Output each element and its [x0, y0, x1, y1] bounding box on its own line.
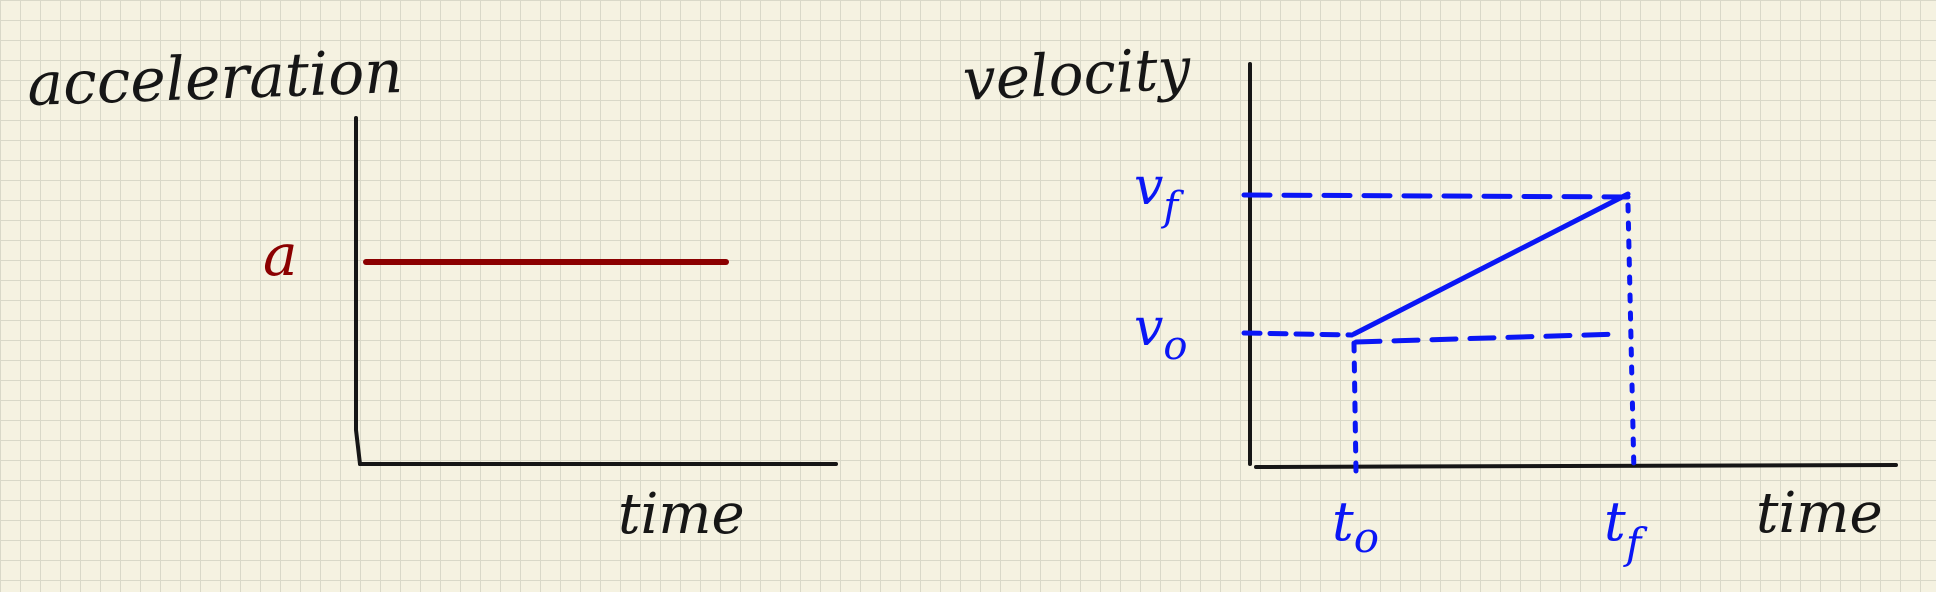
v-initial-subscript: o — [1163, 323, 1187, 369]
v-final-dashed-guide — [1241, 192, 1631, 200]
acceleration-graph: acceleration a time — [26, 37, 838, 547]
t-initial-label: to — [1332, 490, 1379, 562]
velocity-linear-line — [1351, 191, 1631, 337]
t-initial-dotted-guide — [1351, 340, 1359, 475]
v-initial-label: vo — [1134, 298, 1187, 369]
v-initial-dashed-guide — [1241, 330, 1355, 338]
t-initial-subscript: o — [1354, 513, 1379, 562]
velocity-x-axis — [1254, 463, 1898, 469]
acceleration-axis-label: acceleration — [26, 37, 404, 120]
v-initial-letter: v — [1134, 298, 1163, 358]
velocity-axis-label: velocity — [961, 34, 1193, 114]
v-final-letter: v — [1134, 157, 1163, 217]
t-final-letter: t — [1604, 490, 1626, 553]
velocity-graph: velocity vf vo to tf time — [961, 34, 1898, 568]
t-final-subscript: f — [1623, 519, 1648, 568]
acceleration-y-axis — [354, 116, 362, 466]
t-initial-letter: t — [1332, 490, 1354, 553]
v-initial-dashed-guide-right — [1353, 331, 1623, 345]
acceleration-level-label: a — [263, 221, 298, 289]
acceleration-time-label: time — [618, 482, 745, 547]
t-final-label: tf — [1604, 490, 1648, 568]
velocity-time-label: time — [1756, 481, 1883, 546]
v-final-label: vf — [1134, 157, 1184, 230]
t-final-dotted-guide — [1625, 202, 1637, 477]
v-final-subscript: f — [1160, 184, 1184, 230]
